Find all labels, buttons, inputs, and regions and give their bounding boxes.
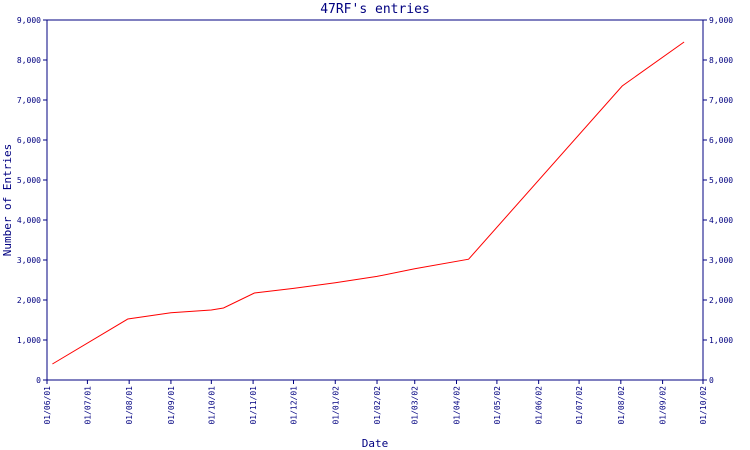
y-tick-label: 2,000 [17, 296, 41, 305]
plot-frame [46, 19, 704, 381]
chart-title: 47RF's entries [320, 2, 430, 17]
data-line [52, 41, 685, 365]
y-tick-label: 3,000 [17, 256, 41, 265]
x-tick-label: 01/09/02 [659, 386, 668, 425]
y2-tick-label: 1,000 [709, 336, 733, 345]
x-tick-label: 01/10/02 [699, 386, 708, 425]
x-tick-label: 01/07/02 [575, 386, 584, 425]
x-tick-label: 01/08/01 [125, 386, 134, 425]
y-tick-label: 1,000 [17, 336, 41, 345]
y2-tick-label: 4,000 [709, 216, 733, 225]
x-tick-label: 01/10/01 [207, 386, 216, 425]
y2-tick-label: 9,000 [709, 16, 733, 25]
y2-tick-label: 5,000 [709, 176, 733, 185]
y-tick-label: 5,000 [17, 176, 41, 185]
y-tick-label: 4,000 [17, 216, 41, 225]
x-tick-label: 01/01/02 [331, 386, 340, 425]
y2-tick-label: 0 [709, 376, 714, 385]
y2-tick-label: 7,000 [709, 96, 733, 105]
y2-tick-label: 6,000 [709, 136, 733, 145]
y-axis-label: Number of Entries [1, 144, 14, 257]
y-tick-label: 6,000 [17, 136, 41, 145]
x-tick-label: 01/08/02 [617, 386, 626, 425]
y2-tick-label: 8,000 [709, 56, 733, 65]
x-tick-label: 01/06/01 [43, 386, 52, 425]
x-axis-label: Date [362, 437, 389, 450]
x-tick-label: 01/11/01 [249, 386, 258, 425]
x-tick-label: 01/02/02 [373, 386, 382, 425]
y-tick-label: 8,000 [17, 56, 41, 65]
x-tick-label: 01/05/02 [493, 386, 502, 425]
x-tick-label: 01/12/01 [290, 386, 299, 425]
x-tick-label: 01/07/01 [83, 386, 92, 425]
y2-tick-label: 2,000 [709, 296, 733, 305]
y-tick-label: 7,000 [17, 96, 41, 105]
x-tick-label: 01/04/02 [452, 386, 461, 425]
x-tick-label: 01/09/01 [167, 386, 176, 425]
x-tick-label: 01/06/02 [535, 386, 544, 425]
y-tick-label: 9,000 [17, 16, 41, 25]
y-tick-label: 0 [36, 376, 41, 385]
y2-tick-label: 3,000 [709, 256, 733, 265]
x-tick-label: 01/03/02 [411, 386, 420, 425]
